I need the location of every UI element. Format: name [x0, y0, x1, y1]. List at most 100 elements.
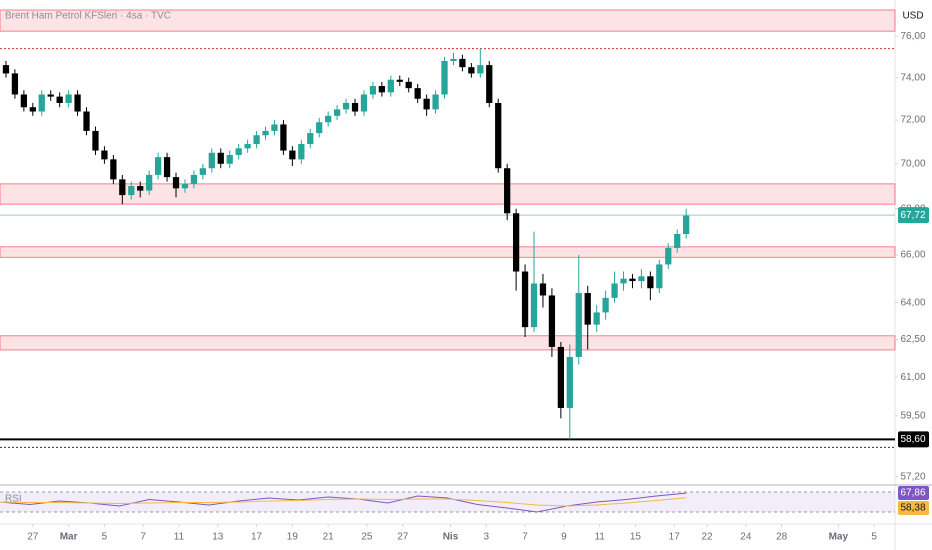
y-tick-label: 64,00 [900, 297, 925, 308]
price-label: 58,60 [900, 434, 925, 445]
candle-body [11, 73, 19, 95]
candle-body [280, 124, 287, 151]
currency: USD [902, 11, 923, 22]
rsi-value-box [898, 486, 929, 500]
candle-body [289, 150, 296, 160]
candle-body [674, 234, 681, 248]
candle-body [199, 168, 206, 175]
candle-body [29, 107, 36, 112]
candle-body [137, 186, 144, 191]
candle-body [47, 94, 54, 97]
candle-body [486, 65, 493, 103]
x-tick-label: 27 [397, 532, 409, 543]
rsi-line [0, 497, 687, 507]
candle-body [298, 143, 305, 160]
candle-body [378, 86, 385, 93]
candle-body [38, 94, 45, 112]
y-tick-label: 57,20 [900, 471, 925, 482]
rsi-value-label: 67,86 [900, 488, 925, 499]
y-tick-label: 62,50 [900, 334, 925, 345]
x-tick-label: May [829, 532, 849, 543]
candle-body [441, 60, 448, 95]
x-tick-label: 7 [140, 532, 146, 543]
y-tick-label: 74,00 [900, 72, 925, 83]
candle-body [665, 247, 672, 265]
candle-body [351, 102, 359, 112]
rsi-value-box [898, 501, 929, 515]
candle-body [342, 102, 350, 110]
candle-body [423, 98, 430, 110]
candle-body [414, 88, 421, 99]
y-tick-label: 70,00 [900, 158, 925, 169]
plot-layer: 76,0074,0072,0070,0068,0066,0064,0062,50… [0, 9, 929, 543]
x-tick-label: 9 [561, 532, 567, 543]
price-label-box [898, 207, 929, 224]
x-tick-label: 28 [776, 532, 788, 543]
x-tick-label: 5 [102, 532, 108, 543]
x-tick-label: 15 [630, 532, 642, 543]
candle-body [119, 179, 126, 196]
x-tick-label: 25 [361, 532, 373, 543]
candle-body [181, 183, 189, 189]
candle-body [369, 86, 377, 95]
x-tick-label: 11 [594, 532, 605, 543]
rsi-label: RSI [5, 494, 22, 505]
candle-body [360, 94, 368, 112]
candle-body [477, 65, 484, 74]
candle-body [504, 168, 511, 214]
candle-body [316, 122, 323, 134]
zone [0, 9, 896, 32]
x-tick-label: Mar [60, 532, 78, 543]
candle-body [271, 124, 278, 131]
x-tick-label: 19 [287, 532, 299, 543]
candle-body [190, 174, 198, 184]
candle-body [629, 278, 636, 282]
candle-body [92, 130, 99, 151]
candle-body [20, 94, 27, 108]
x-tick-label: 17 [669, 532, 681, 543]
candle-body [172, 177, 180, 189]
candle-body [611, 283, 618, 298]
candle-body [262, 130, 269, 136]
candle-body [101, 150, 108, 160]
candle-body [253, 135, 260, 144]
x-tick-label: 5 [871, 532, 877, 543]
candle-body [432, 94, 439, 110]
candle-body [521, 271, 529, 328]
x-tick-label: 24 [740, 532, 752, 543]
candle-body [683, 215, 690, 235]
candle-body [396, 79, 403, 82]
candle-body [512, 213, 520, 272]
candle-body [620, 278, 627, 284]
rsi-band [0, 492, 895, 512]
rsi-value-label: 58,38 [900, 503, 925, 514]
candle-body [307, 133, 314, 144]
candle-body [468, 67, 475, 74]
zone [0, 183, 896, 205]
candle-body [539, 283, 547, 296]
x-tick-label: 13 [212, 532, 224, 543]
candle-body [325, 115, 332, 123]
candle-body [593, 312, 600, 325]
x-tick-label: Nis [443, 532, 459, 543]
candle-body [154, 157, 162, 175]
y-tick-label: 66,00 [900, 250, 925, 261]
candle-body [235, 148, 242, 155]
candle-body [244, 143, 251, 149]
candle-body [65, 94, 72, 103]
x-tick-label: 27 [27, 532, 39, 543]
zone [0, 246, 896, 258]
candle-body [459, 58, 466, 68]
chart-title: Brent Ham Petrol KFSleri · 4sa · TVC [5, 11, 171, 22]
candle-body [128, 186, 135, 196]
candle-body [217, 152, 224, 164]
candle-body [387, 79, 394, 93]
candle-body [656, 264, 663, 289]
price-label: 67,72 [900, 210, 925, 221]
candle-body [647, 276, 654, 289]
candle-body [2, 65, 10, 74]
candle-body [146, 174, 153, 191]
